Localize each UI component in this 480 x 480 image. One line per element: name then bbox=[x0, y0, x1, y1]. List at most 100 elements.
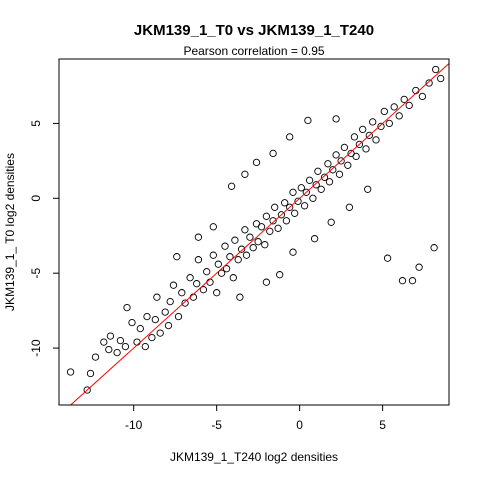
data-point bbox=[369, 118, 377, 126]
data-point bbox=[390, 103, 398, 111]
x-tick-label: -5 bbox=[211, 418, 222, 432]
data-point bbox=[173, 253, 181, 261]
data-point bbox=[189, 293, 198, 301]
data-point bbox=[86, 369, 95, 378]
y-tick-label: 5 bbox=[29, 120, 43, 127]
data-point bbox=[214, 260, 222, 268]
data-point bbox=[291, 209, 299, 217]
data-point bbox=[123, 303, 131, 312]
data-point bbox=[335, 170, 344, 178]
data-point bbox=[312, 181, 320, 189]
fit-line bbox=[70, 63, 450, 406]
data-point bbox=[324, 160, 332, 168]
data-point bbox=[261, 241, 269, 249]
data-point bbox=[116, 336, 125, 345]
data-point bbox=[236, 293, 244, 301]
data-point bbox=[153, 293, 161, 301]
data-point bbox=[169, 281, 178, 289]
data-point bbox=[359, 125, 367, 134]
data-point bbox=[364, 185, 372, 193]
data-point bbox=[418, 92, 427, 101]
data-point bbox=[121, 342, 130, 351]
data-point bbox=[156, 329, 164, 337]
data-point bbox=[186, 274, 194, 282]
data-point bbox=[209, 251, 217, 259]
data-point bbox=[194, 233, 203, 241]
data-point bbox=[344, 161, 352, 169]
data-point bbox=[289, 188, 297, 196]
data-point bbox=[178, 289, 186, 297]
data-point bbox=[294, 197, 302, 205]
data-point bbox=[161, 308, 169, 316]
points-layer bbox=[66, 65, 445, 394]
data-point bbox=[266, 227, 274, 235]
data-point bbox=[395, 112, 403, 120]
data-point bbox=[237, 245, 246, 253]
data-point bbox=[213, 289, 221, 297]
fit-line-layer bbox=[70, 63, 450, 406]
data-point bbox=[437, 74, 445, 83]
data-point bbox=[337, 157, 345, 165]
data-point bbox=[352, 152, 360, 161]
data-point bbox=[128, 318, 136, 327]
data-point bbox=[282, 217, 291, 225]
x-tick-label: -10 bbox=[125, 418, 143, 432]
data-point bbox=[415, 263, 423, 271]
data-point bbox=[398, 277, 407, 285]
chart-subtitle: Pearson correlation = 0.95 bbox=[183, 44, 324, 58]
data-point bbox=[332, 151, 340, 159]
data-point bbox=[206, 278, 214, 286]
data-point bbox=[203, 268, 211, 276]
data-point bbox=[209, 223, 217, 231]
data-point bbox=[281, 199, 289, 207]
x-tick-label: 0 bbox=[296, 418, 303, 432]
data-point bbox=[408, 277, 417, 285]
data-point bbox=[271, 203, 279, 211]
data-point bbox=[380, 107, 388, 116]
data-point bbox=[317, 185, 325, 193]
x-axis-label: JKM139_1_T240 log2 densities bbox=[170, 450, 338, 464]
data-point bbox=[100, 338, 108, 346]
data-point bbox=[194, 256, 203, 264]
data-point bbox=[234, 256, 242, 264]
data-point bbox=[166, 297, 174, 306]
data-point bbox=[143, 312, 151, 321]
data-point bbox=[425, 79, 433, 87]
data-point bbox=[262, 212, 271, 220]
data-point bbox=[286, 133, 294, 141]
plot-frame bbox=[58, 58, 450, 406]
data-point bbox=[229, 274, 237, 282]
data-point bbox=[242, 251, 251, 259]
data-point bbox=[365, 131, 373, 140]
data-point bbox=[340, 143, 349, 152]
data-point bbox=[430, 244, 438, 252]
data-point bbox=[106, 332, 115, 340]
data-point bbox=[377, 122, 385, 131]
data-point bbox=[277, 211, 286, 219]
data-point bbox=[383, 254, 392, 262]
data-point bbox=[199, 286, 208, 294]
data-point bbox=[91, 353, 100, 361]
data-point bbox=[320, 173, 329, 181]
data-point bbox=[385, 119, 393, 128]
data-point bbox=[329, 166, 337, 174]
data-point bbox=[262, 278, 271, 286]
data-point bbox=[105, 345, 113, 354]
y-axis-label: JKM139_1_ T0 log2 densities bbox=[3, 153, 17, 311]
data-point bbox=[164, 321, 173, 330]
data-point bbox=[252, 158, 261, 167]
data-point bbox=[181, 299, 189, 307]
data-point bbox=[305, 176, 314, 184]
y-tick-label: 0 bbox=[29, 195, 43, 202]
y-tick-label: -10 bbox=[29, 339, 43, 357]
data-point bbox=[302, 188, 310, 196]
data-point bbox=[304, 116, 312, 125]
data-point bbox=[269, 217, 277, 225]
x-axis: -10 -5 0 5 bbox=[125, 405, 386, 432]
data-point bbox=[355, 140, 364, 149]
data-point bbox=[274, 224, 282, 232]
data-point bbox=[83, 386, 91, 394]
data-point bbox=[226, 253, 234, 261]
data-point bbox=[246, 233, 254, 241]
